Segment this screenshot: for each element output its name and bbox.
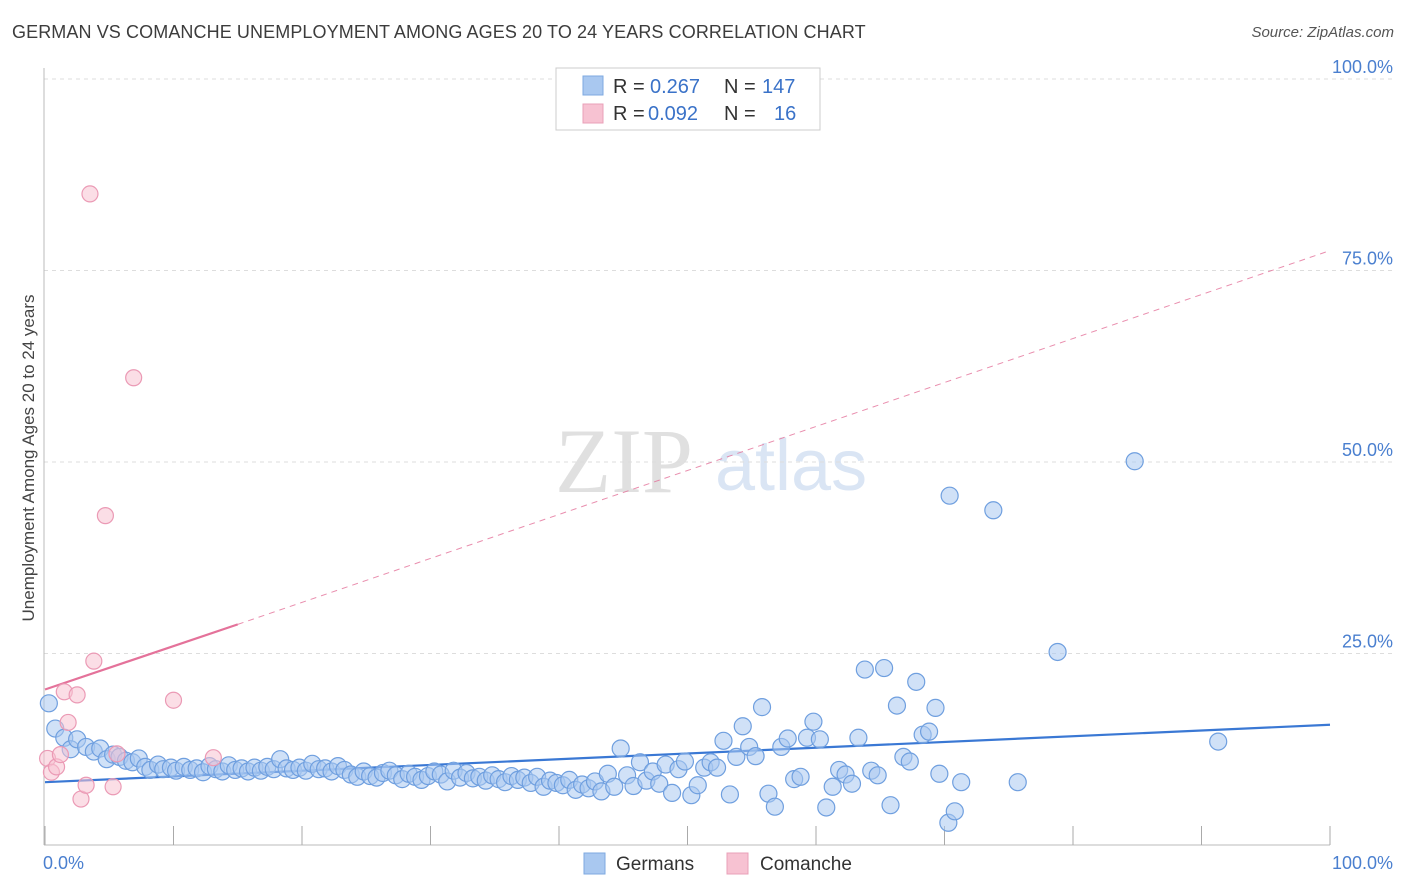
tick-labels: 25.0% 50.0% 75.0% 100.0% 0.0% 100.0% [43,57,1393,873]
comanche-point-3 [51,746,70,764]
data-points [38,185,1228,832]
comanche-point-10 [85,652,103,670]
comanche-point-12 [104,778,122,796]
legend-r-comanche: 0.092 [648,103,698,125]
watermark-atlas: atlas [715,426,867,506]
y-tick-label-0: 25.0% [1342,632,1393,652]
germans-point-138 [930,764,949,783]
germans-point-110 [752,698,772,717]
bottom-legend: Germans Comanche [583,852,852,875]
comanche-point-8 [77,776,95,794]
germans-point-118 [804,712,823,731]
chart-title: GERMAN VS COMANCHE UNEMPLOYMENT AMONG AG… [12,22,866,42]
comanche-trend-line [44,623,239,691]
germans-point-114 [778,729,797,748]
comanche-point-5 [59,713,77,732]
comanche-point-14 [125,369,143,387]
germans-point-88 [611,739,630,758]
germans-point-134 [907,672,926,691]
y-tick-label-2: 75.0% [1342,249,1393,269]
comanche-point-9 [81,185,99,203]
germans-point-145 [1048,642,1067,662]
bottom-legend-comanche: Comanche [760,854,852,875]
germans-point-104 [714,731,733,750]
germans-point-129 [875,658,894,678]
germans-point-119 [810,730,829,749]
germans-point-98 [675,752,695,771]
germans-point-144 [1008,773,1027,792]
germans-point-147 [1209,732,1228,751]
germans-point-100 [688,776,707,795]
germans-point-128 [868,766,887,785]
x-tick-label-1: 100.0% [1332,853,1393,873]
comanche-trend-extension [237,250,1331,625]
legend-n-germans: 147 [762,76,795,98]
legend-r-label-germans: R = [613,76,645,98]
germans-point-109 [746,747,765,766]
legend-r-germans: 0.267 [650,76,700,98]
watermark: ZIP atlas [555,410,867,512]
bottom-legend-swatch-germans [583,852,606,875]
germans-point-140 [940,486,959,505]
germans-point-91 [630,753,650,772]
grid [44,78,1395,654]
germans-point-96 [662,783,682,803]
y-axis-label: Unemployment Among Ages 20 to 24 years [19,295,38,622]
comanche-point-15 [164,691,183,709]
legend-r-label-comanche: R = [613,103,645,125]
germans-point-142 [952,773,971,792]
germans-point-105 [720,785,740,804]
germans-point-126 [855,660,874,679]
germans-point-131 [887,696,907,715]
germans-point-103 [707,758,727,777]
germans-point-141 [945,802,964,821]
bottom-legend-swatch-comanche [726,852,749,875]
comanche-point-6 [68,686,86,704]
legend-swatch-comanche [582,103,604,124]
legend-n-label-comanche: N = [724,103,756,125]
trend-lines [44,250,1331,784]
x-tick-label-0: 0.0% [43,853,84,873]
germans-point-143 [984,501,1003,520]
germans-point-146 [1125,452,1144,471]
germans-point-106 [727,747,746,767]
legend: R = 0.267 N = 147 R = 0.092 N = 16 [555,67,821,131]
bottom-legend-germans: Germans [616,854,694,875]
germans-point-125 [849,728,868,747]
y-tick-label-1: 50.0% [1342,440,1393,460]
germans-point-94 [650,774,669,793]
germans-point-112 [765,797,784,816]
y-tick-label-3: 100.0% [1332,57,1393,77]
germans-point-116 [791,767,810,786]
legend-n-label-germans: N = [724,76,756,98]
germans-point-130 [881,796,900,815]
comanche-point-11 [96,507,114,525]
germans-point-0 [39,694,58,713]
legend-swatch-germans [582,75,604,96]
comanche-point-16 [204,749,222,767]
germans-point-136 [919,722,939,741]
germans-point-107 [733,717,752,736]
germans-point-87 [605,777,624,796]
legend-n-comanche: 16 [774,103,796,125]
germans-point-133 [900,752,919,771]
germans-point-120 [817,798,836,817]
source-label: Source: ZipAtlas.com [1251,24,1394,41]
watermark-zip: ZIP [555,410,693,512]
axes [43,68,1331,846]
germans-point-124 [842,774,862,793]
germans-point-121 [823,777,842,796]
germans-point-137 [926,698,945,717]
comanche-point-13 [108,745,126,763]
